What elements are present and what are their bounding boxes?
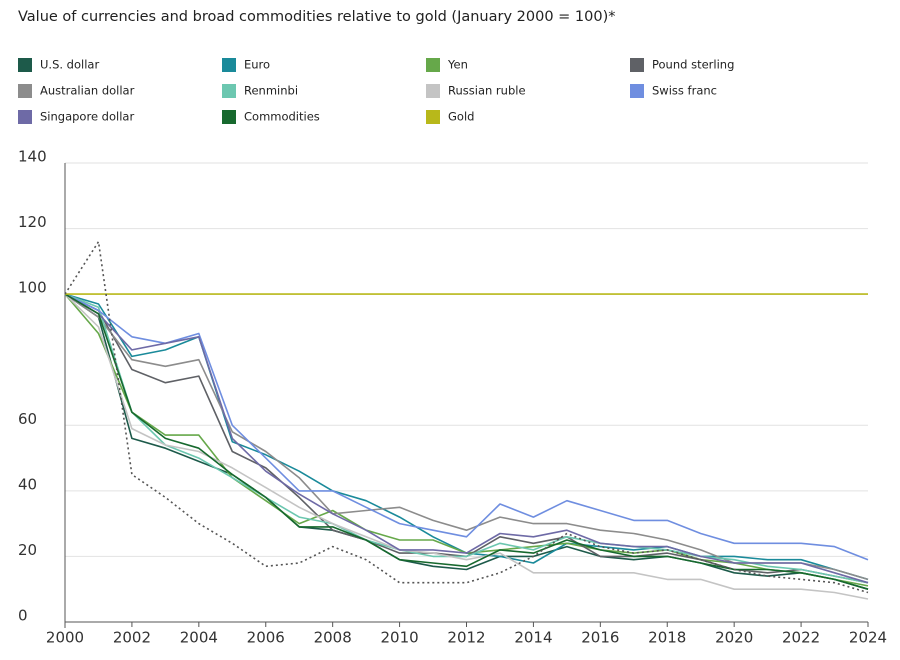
y-tick-label: 100 (18, 279, 47, 297)
legend-label: Renminbi (244, 84, 298, 98)
legend-label: Yen (447, 58, 468, 72)
legend-swatch (18, 84, 32, 98)
x-tick-label: 2006 (247, 629, 285, 647)
legend-label: Gold (448, 110, 474, 124)
legend-label: Australian dollar (40, 84, 135, 98)
legend-swatch (222, 110, 236, 124)
legend-swatch (426, 110, 440, 124)
y-tick-label: 140 (18, 148, 47, 166)
x-tick-label: 2018 (648, 629, 686, 647)
series-line (64, 293, 869, 590)
legend-label: Swiss franc (652, 84, 717, 98)
x-tick-label: 2002 (113, 629, 151, 647)
series-line (64, 240, 869, 594)
x-tick-label: 2000 (46, 629, 84, 647)
legend-label: Russian ruble (448, 84, 526, 98)
legend-swatch (222, 58, 236, 72)
legend-swatch (630, 58, 644, 72)
legend-swatch (630, 84, 644, 98)
x-tick-label: 2020 (715, 629, 753, 647)
chart-title: Value of currencies and broad commoditie… (18, 9, 616, 25)
x-tick-label: 2010 (380, 629, 418, 647)
legend-label: Pound sterling (652, 58, 734, 72)
x-tick-label: 2024 (849, 629, 887, 647)
y-tick-label: 40 (18, 475, 37, 493)
x-tick-label: 2016 (581, 629, 619, 647)
legend-label: Commodities (244, 110, 320, 124)
x-tick-label: 2022 (782, 629, 820, 647)
legend-swatch (18, 58, 32, 72)
x-tick-label: 2014 (514, 629, 552, 647)
series-line (64, 293, 869, 584)
y-tick-label: 20 (18, 541, 37, 559)
series-line (64, 293, 869, 561)
legend-label: U.S. dollar (40, 58, 99, 72)
x-tick-label: 2004 (180, 629, 218, 647)
y-tick-label: 120 (18, 213, 47, 231)
series-line (64, 293, 869, 600)
series-line (64, 293, 869, 590)
legend-swatch (426, 58, 440, 72)
x-tick-label: 2012 (447, 629, 485, 647)
legend-swatch (18, 110, 32, 124)
y-tick-label: 0 (18, 607, 28, 625)
legend-swatch (426, 84, 440, 98)
x-tick-label: 2008 (314, 629, 352, 647)
legend-label: Euro (244, 58, 270, 72)
legend-swatch (222, 84, 236, 98)
series-line (64, 293, 869, 584)
y-tick-label: 60 (18, 410, 37, 428)
legend-label: Singapore dollar (40, 110, 134, 124)
